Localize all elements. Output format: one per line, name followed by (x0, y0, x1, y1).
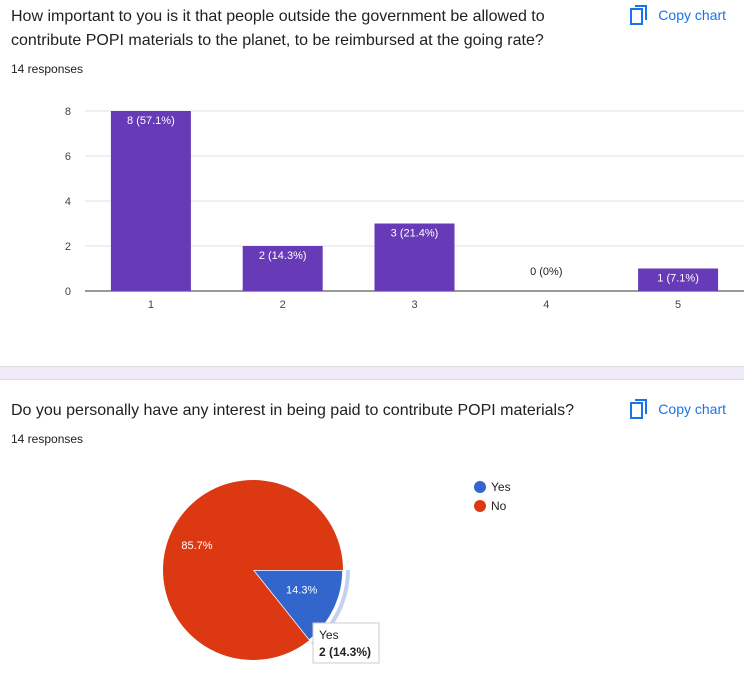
data-label: 0 (0%) (530, 266, 562, 278)
pie-slice-highlight (310, 570, 350, 646)
legend-marker (474, 481, 486, 493)
legend-label: Yes (491, 480, 511, 494)
x-tick-label: 4 (543, 299, 549, 311)
y-tick-label: 8 (65, 106, 71, 118)
pie-chart: 14.3% 85.7% Yes No Yes 2 (14.3%) (163, 480, 511, 664)
y-tick-label: 4 (65, 196, 71, 208)
data-label: 1 (7.1%) (657, 273, 699, 285)
legend-marker (474, 500, 486, 512)
bar (242, 246, 323, 291)
x-tick-label: 5 (675, 299, 681, 311)
copy-chart-button[interactable]: Copy chart (630, 5, 726, 25)
data-label: 2 (14.3%) (259, 250, 307, 262)
data-label: 8 (57.1%) (127, 115, 175, 127)
section-divider (0, 366, 744, 380)
copy-icon (630, 399, 648, 419)
tooltip-value: 2 (14.3%) (319, 645, 371, 659)
response-count: 14 responses (11, 432, 84, 446)
tooltip-label: Yes (319, 628, 339, 642)
question-card-1: How important to you is it that people o… (11, 5, 744, 311)
legend-label: No (491, 499, 507, 513)
pie-slice (163, 480, 343, 660)
question-title: How important to you is it that people o… (11, 8, 545, 49)
tooltip-box (312, 622, 380, 664)
y-tick-label: 0 (65, 286, 71, 298)
response-count: 14 responses (11, 62, 84, 76)
x-tick-label: 2 (280, 299, 286, 311)
bar (638, 268, 719, 291)
bar-chart: 0 2 4 6 8 8 (57.1%) 1 2 (14.3%) 2 3 (21.4%) 3 0 (0%… (65, 106, 744, 311)
x-tick-label: 1 (148, 299, 154, 311)
y-tick-label: 2 (65, 241, 71, 253)
y-tick-label: 6 (65, 151, 71, 163)
bar (110, 111, 191, 291)
pie-percent-label: 14.3% (286, 584, 317, 596)
copy-icon (630, 5, 648, 25)
copy-chart-label: Copy chart (658, 7, 726, 23)
question-card-2: Do you personally have any interest in b… (0, 380, 744, 691)
copy-chart-label: Copy chart (658, 401, 726, 417)
x-tick-label: 3 (411, 299, 417, 311)
data-label: 3 (21.4%) (391, 228, 439, 240)
bar (374, 223, 455, 291)
tooltip: Yes 2 (14.3%) (312, 622, 380, 664)
question-title: Do you personally have any interest in b… (11, 402, 574, 419)
copy-chart-button[interactable]: Copy chart (630, 399, 726, 419)
pie-percent-label: 85.7% (181, 540, 212, 552)
